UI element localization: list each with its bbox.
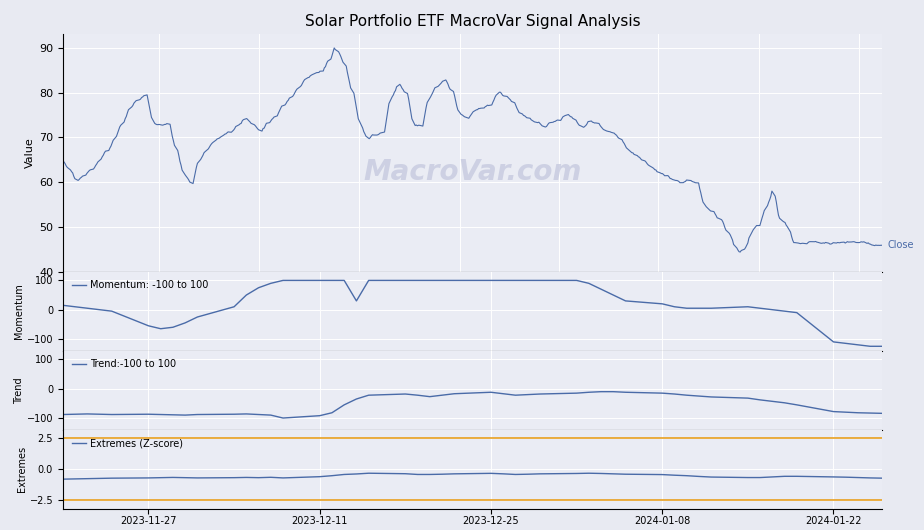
Text: Close: Close (888, 240, 915, 250)
Legend: Momentum: -100 to 100: Momentum: -100 to 100 (67, 277, 213, 294)
Y-axis label: Momentum: Momentum (14, 283, 24, 339)
Y-axis label: Extremes: Extremes (17, 446, 27, 492)
Legend: Trend:-100 to 100: Trend:-100 to 100 (67, 356, 180, 373)
Y-axis label: Trend: Trend (14, 377, 24, 403)
Title: Solar Portfolio ETF MacroVar Signal Analysis: Solar Portfolio ETF MacroVar Signal Anal… (305, 14, 640, 29)
Text: MacroVar.com: MacroVar.com (363, 158, 582, 186)
Y-axis label: Value: Value (25, 138, 35, 169)
Legend: Extremes (Z-score): Extremes (Z-score) (67, 435, 187, 453)
